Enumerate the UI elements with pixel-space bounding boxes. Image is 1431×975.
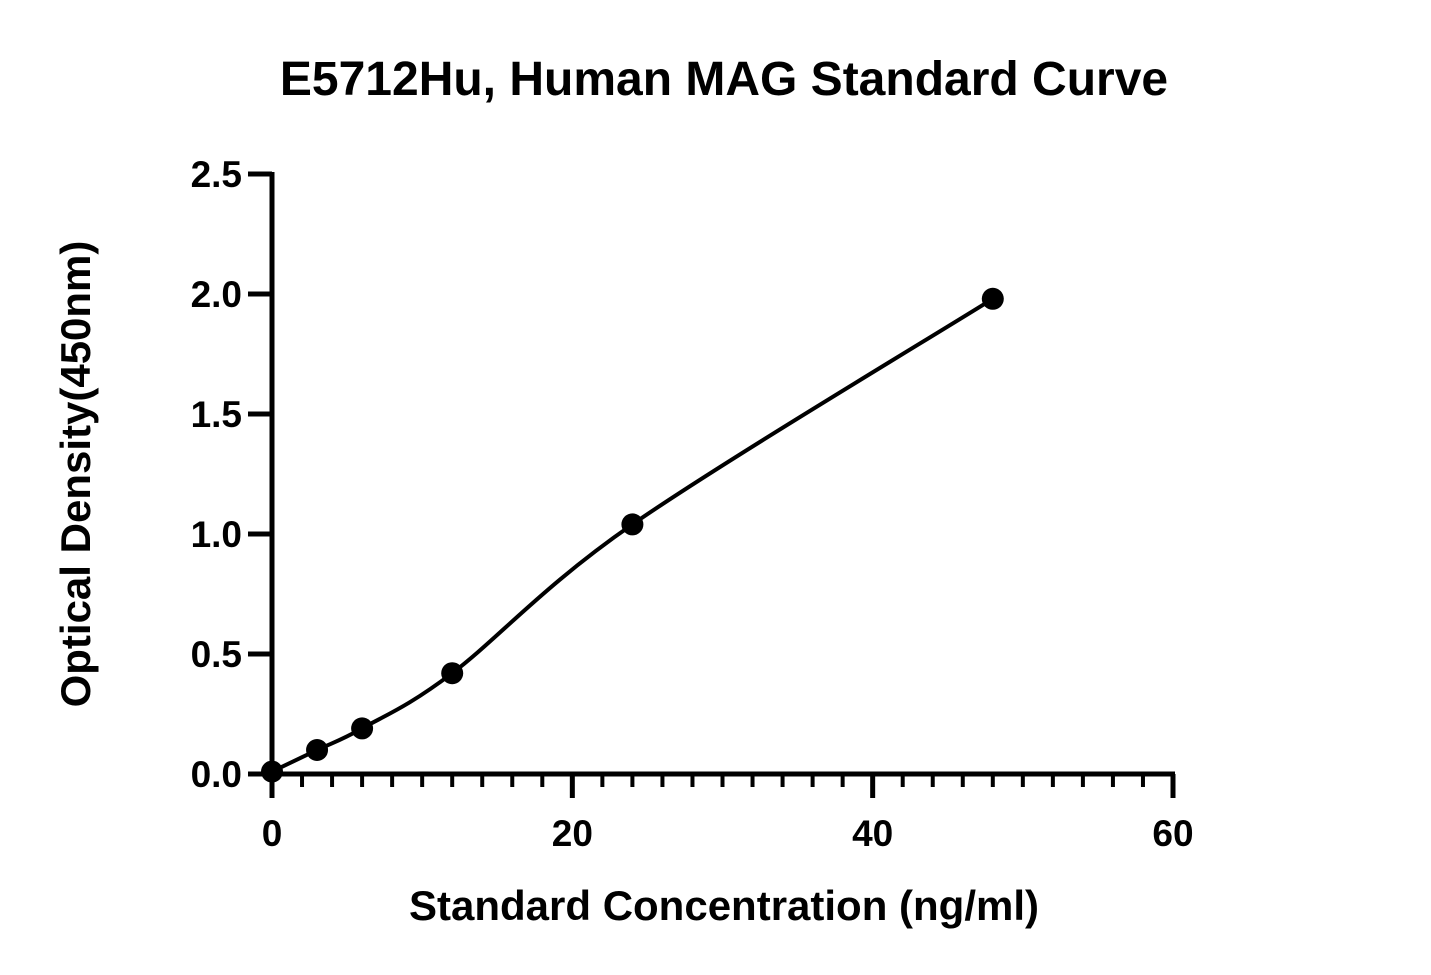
x-tick-label: 0 [262,813,283,854]
data-point [981,287,1004,310]
y-axis-label: Optical Density(450nm) [52,241,99,708]
chart-title: E5712Hu, Human MAG Standard Curve [280,53,1168,106]
points-layer [261,287,1004,783]
data-point [261,760,283,783]
y-tick-label: 2.5 [191,154,242,195]
data-point [351,717,374,740]
y-tick-label: 1.0 [191,514,242,555]
axes: 0.0 0.5 1.0 1.5 2.0 2.5 0 20 40 60 [191,154,1194,854]
y-tick-label: 1.5 [191,394,242,435]
data-point [441,662,464,685]
y-tick-label: 2.0 [191,274,242,315]
x-tick-label: 20 [552,813,593,854]
x-axis-label: Standard Concentration (ng/ml) [409,882,1039,929]
x-tick-label: 60 [1152,813,1193,854]
y-tick-label: 0.0 [191,754,242,795]
data-point [621,513,644,536]
data-point [306,739,329,761]
x-tick-label: 40 [852,813,893,854]
y-tick-label: 0.5 [191,634,242,675]
